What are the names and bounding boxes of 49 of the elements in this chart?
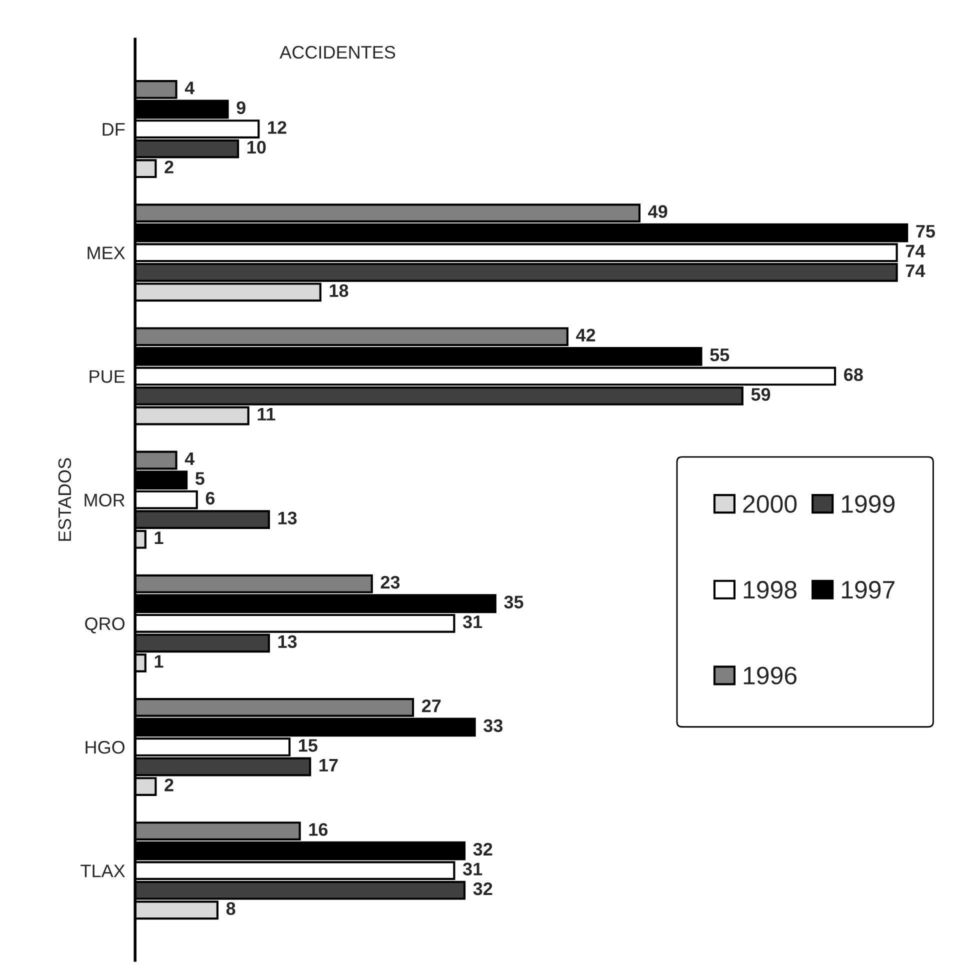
y-tick-label: MOR	[84, 494, 125, 507]
data-label: 2	[164, 778, 174, 792]
y-axis-title: ESTADOS	[58, 458, 72, 541]
chart-title: ACCIDENTES	[280, 46, 396, 59]
data-label: 27	[422, 699, 441, 712]
data-label: 33	[484, 719, 503, 732]
data-label: 11	[258, 408, 276, 420]
legend-label: 1998	[744, 580, 797, 599]
data-label: 4	[184, 452, 195, 465]
data-label: 32	[473, 842, 492, 856]
data-label: 68	[844, 368, 863, 382]
data-label: 17	[320, 759, 338, 772]
data-label: 5	[195, 472, 204, 485]
data-label: 75	[916, 225, 936, 238]
legend-label: 1996	[744, 666, 796, 684]
data-label: 8	[226, 902, 236, 915]
data-label: 15	[298, 739, 318, 752]
data-label: 59	[751, 388, 770, 401]
data-label: 74	[906, 264, 926, 278]
data-label: 55	[710, 348, 730, 362]
data-label: 23	[380, 576, 400, 589]
data-label: 49	[648, 205, 668, 218]
data-label: 18	[330, 284, 348, 298]
data-label: 13	[278, 635, 297, 648]
legend-label: 1997	[842, 580, 894, 599]
data-label: 32	[473, 882, 492, 896]
data-label: 74	[906, 244, 926, 258]
data-label: 12	[268, 121, 286, 134]
y-tick-label: QRO	[85, 617, 125, 634]
data-label: 16	[309, 823, 328, 836]
data-label: 13	[278, 512, 297, 524]
data-label: 4	[184, 82, 195, 94]
data-label: 10	[248, 140, 266, 154]
data-label: 35	[504, 596, 524, 608]
y-tick-label: HGO	[86, 740, 125, 754]
data-label: 1	[154, 532, 164, 544]
data-label: 6	[206, 492, 215, 505]
data-label: 31	[462, 862, 482, 876]
y-tick-label: TLAX	[80, 864, 125, 878]
data-label: 9	[236, 101, 246, 114]
data-label: 31	[462, 615, 482, 628]
legend-label: 1999	[842, 495, 895, 513]
y-tick-label: PUE	[90, 370, 125, 383]
y-tick-label: MEX	[88, 246, 125, 260]
legend-label: 2000	[743, 495, 797, 513]
data-label: 2	[164, 160, 174, 174]
data-label: 42	[576, 328, 596, 342]
data-label: 1	[154, 655, 164, 668]
y-tick-label: DF	[102, 123, 125, 136]
